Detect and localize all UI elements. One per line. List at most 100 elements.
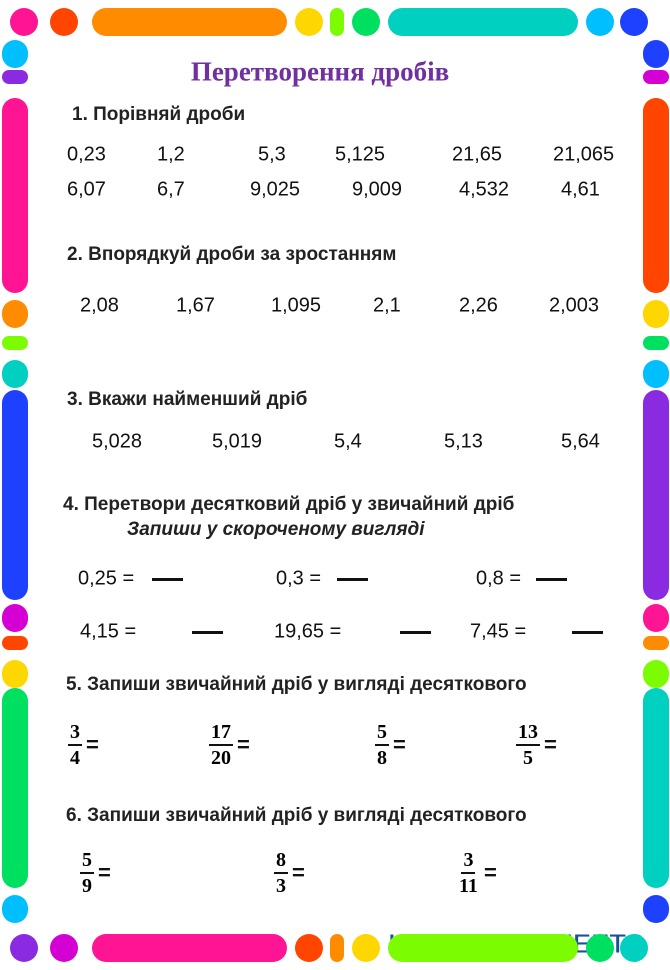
- border-decoration: [620, 8, 648, 36]
- number: 4,532: [459, 178, 510, 201]
- fraction: 3 11: [457, 848, 480, 898]
- border-decoration: [2, 660, 28, 688]
- border-decoration: [643, 688, 669, 888]
- denominator: 20: [211, 747, 231, 769]
- border-decoration: [643, 300, 669, 328]
- number: 1,67: [176, 294, 215, 317]
- answer-line: [192, 631, 223, 634]
- answer-line: [572, 631, 603, 634]
- answer-line: [337, 578, 368, 581]
- number: 4,61: [561, 178, 600, 201]
- border-decoration: [50, 934, 78, 962]
- border-decoration: [2, 895, 28, 923]
- border-decoration: [2, 604, 28, 632]
- border-decoration: [643, 604, 669, 632]
- number: 1,095: [271, 294, 322, 317]
- border-decoration: [2, 688, 28, 888]
- equation: 0,3 =: [276, 567, 322, 590]
- border-decoration: [92, 934, 287, 962]
- numerator: 3: [68, 720, 82, 746]
- numerator: 5: [80, 848, 94, 874]
- section-heading: 3. Вкажи найменший дріб: [67, 389, 308, 410]
- number: 2,26: [459, 294, 498, 317]
- number: 2,003: [549, 294, 600, 317]
- number: 5,125: [335, 143, 386, 166]
- border-decoration: [352, 934, 380, 962]
- numerator: 8: [274, 848, 288, 874]
- border-decoration: [295, 8, 323, 36]
- number: 9,025: [250, 178, 301, 201]
- equation: 0,25 =: [78, 567, 135, 590]
- answer-line: [400, 631, 431, 634]
- title: Перетворення дробів: [190, 56, 450, 87]
- border-decoration: [643, 360, 669, 388]
- answer-line: [536, 578, 567, 581]
- number: 5,4: [334, 430, 362, 453]
- number: 9,009: [352, 178, 403, 201]
- border-decoration: [2, 98, 28, 293]
- number: 2,08: [80, 294, 119, 317]
- border-decoration: [388, 8, 578, 36]
- number: 5,64: [561, 430, 600, 453]
- section-subheading: Запиши у скороченому вигляді: [127, 519, 425, 540]
- number: 5,028: [92, 430, 143, 453]
- equals-sign: =: [237, 732, 250, 757]
- border-decoration: [10, 934, 38, 962]
- border-decoration: [2, 300, 28, 328]
- numerator: 13: [516, 720, 540, 746]
- border-decoration: [92, 8, 287, 36]
- equals-sign: =: [484, 860, 497, 885]
- border-decoration: [2, 70, 28, 84]
- border-decoration: [330, 8, 344, 36]
- fraction: 13 5: [516, 720, 540, 770]
- border-decoration: [586, 8, 614, 36]
- border-decoration: [643, 660, 669, 688]
- border-decoration: [2, 390, 28, 600]
- border-decoration: [643, 40, 669, 68]
- number: 21,065: [553, 143, 615, 166]
- number: 6,7: [157, 178, 185, 201]
- border-decoration: [643, 636, 669, 650]
- section-heading: 2. Впорядкуй дроби за зростанням: [67, 244, 397, 265]
- border-decoration: [50, 8, 78, 36]
- border-decoration: [2, 40, 28, 68]
- border-decoration: [643, 895, 669, 923]
- numerator: 17: [209, 720, 233, 746]
- section-heading: 1. Порівняй дроби: [72, 104, 246, 125]
- number: 5,019: [212, 430, 263, 453]
- number: 2,1: [373, 294, 401, 317]
- equals-sign: =: [292, 860, 305, 885]
- numerator: 3: [461, 848, 476, 874]
- equals-sign: =: [393, 732, 406, 757]
- border-decoration: [388, 934, 578, 962]
- border-decoration: [643, 336, 669, 350]
- border-decoration: [643, 390, 669, 600]
- denominator: 5: [523, 747, 533, 769]
- denominator: 4: [70, 747, 80, 769]
- equation: 4,15 =: [80, 620, 137, 643]
- denominator: 11: [459, 875, 478, 897]
- border-decoration: [643, 98, 669, 293]
- equation: 0,8 =: [476, 567, 522, 590]
- denominator: 3: [276, 875, 286, 897]
- border-decoration: [352, 8, 380, 36]
- equals-sign: =: [544, 732, 557, 757]
- equation: 19,65 =: [274, 620, 342, 643]
- number: 0,23: [67, 143, 106, 166]
- number: 5,13: [444, 430, 483, 453]
- section-heading: 5. Запиши звичайний дріб у вигляді десят…: [66, 674, 527, 695]
- fraction: 17 20: [209, 720, 233, 770]
- number: 1,2: [157, 143, 185, 166]
- section-heading: 4. Перетвори десятковий дріб у звичайний…: [63, 494, 515, 515]
- section-heading: 6. Запиши звичайний дріб у вигляді десят…: [66, 805, 527, 826]
- border-decoration: [330, 934, 344, 962]
- denominator: 9: [82, 875, 92, 897]
- border-decoration: [620, 934, 648, 962]
- border-decoration: [586, 934, 614, 962]
- border-decoration: [2, 360, 28, 388]
